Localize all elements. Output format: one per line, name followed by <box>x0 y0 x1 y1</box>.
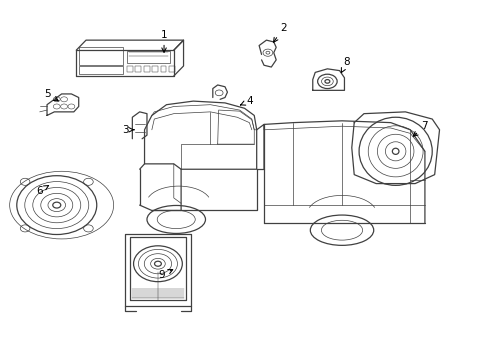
Text: 8: 8 <box>341 57 349 73</box>
Text: 1: 1 <box>161 30 167 52</box>
Bar <box>127 51 169 63</box>
Text: 4: 4 <box>240 96 252 106</box>
Text: 9: 9 <box>158 270 172 280</box>
Bar <box>143 66 149 72</box>
Bar <box>127 66 133 72</box>
Bar <box>135 66 141 72</box>
Text: 3: 3 <box>122 125 134 135</box>
Bar <box>79 47 122 65</box>
Bar <box>152 66 158 72</box>
Text: 5: 5 <box>43 89 58 101</box>
Bar <box>79 66 122 74</box>
Bar <box>168 66 174 72</box>
Text: 7: 7 <box>412 121 427 136</box>
Text: 6: 6 <box>36 185 48 196</box>
Text: 2: 2 <box>273 23 286 42</box>
Bar <box>160 66 166 72</box>
